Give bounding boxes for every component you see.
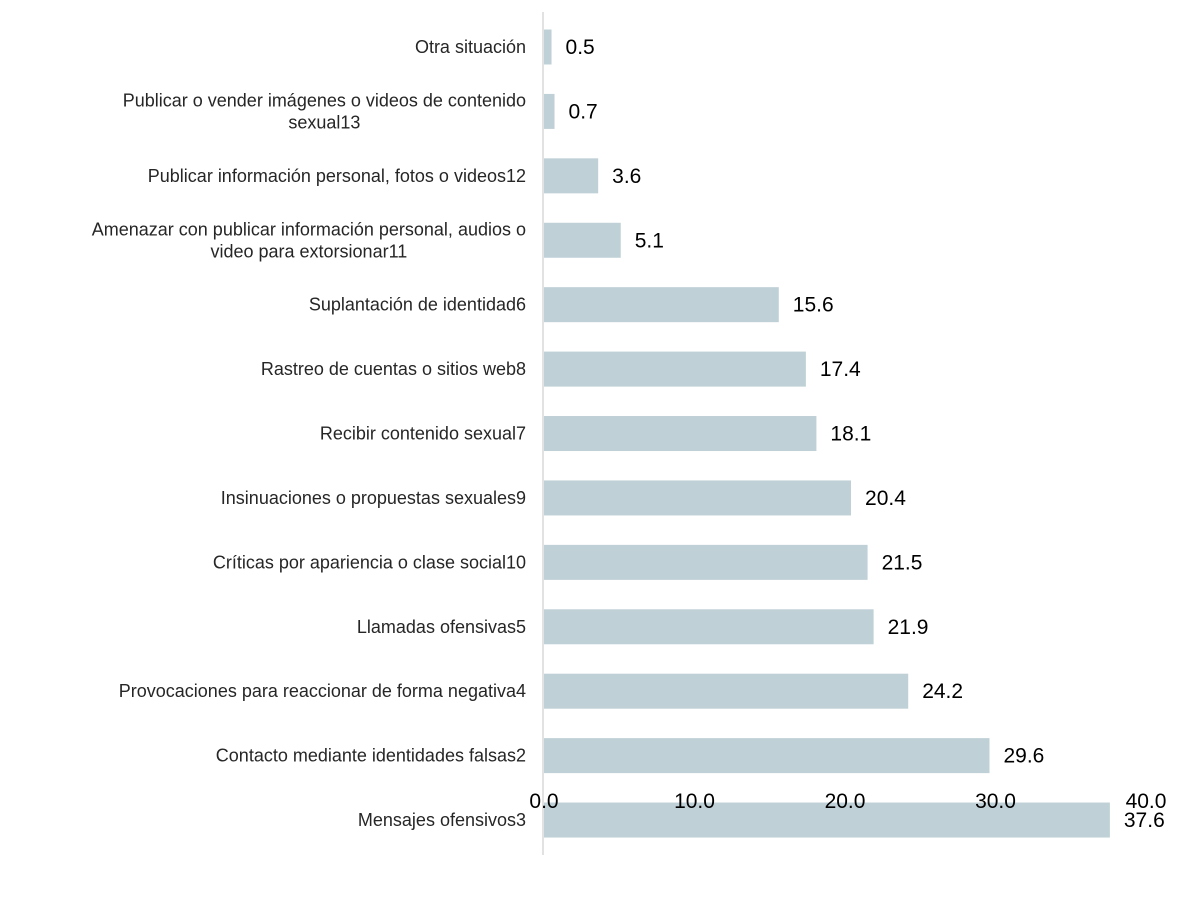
x-tick-label-1: 10.0 xyxy=(674,790,715,813)
value-label-5: 17.4 xyxy=(820,358,861,381)
bar-11 xyxy=(544,738,990,774)
value-label-7: 20.4 xyxy=(865,487,906,510)
bar-2 xyxy=(544,158,599,194)
category-label-5: Rastreo de cuentas o sitios web8 xyxy=(261,359,526,379)
value-label-1: 0.7 xyxy=(569,100,598,123)
bar-3 xyxy=(544,222,621,258)
bar-12 xyxy=(544,802,1110,838)
bar-8 xyxy=(544,544,868,580)
value-label-2: 3.6 xyxy=(612,165,641,188)
bar-5 xyxy=(544,351,806,387)
value-label-3: 5.1 xyxy=(635,229,664,252)
value-label-10: 24.2 xyxy=(922,680,963,703)
value-label-12: 37.6 xyxy=(1124,809,1165,832)
x-tick-label-3: 30.0 xyxy=(975,790,1016,813)
x-tick-label-0: 0.0 xyxy=(529,790,558,813)
bar-0 xyxy=(544,29,552,65)
value-label-11: 29.6 xyxy=(1003,745,1044,768)
category-label-3: Amenazar con publicar información person… xyxy=(92,219,526,261)
category-label-6: Recibir contenido sexual7 xyxy=(320,424,526,444)
category-label-4: Suplantación de identidad6 xyxy=(309,295,526,315)
category-label-1: Publicar o vender imágenes o videos de c… xyxy=(123,90,526,132)
value-labels-group: 0.5 0.7 3.6 5.1 15.6 17.4 18.1 20.4 21.5 21.9 24.2… xyxy=(566,36,1165,832)
value-label-6: 18.1 xyxy=(830,423,871,446)
category-label-2: Publicar información personal, fotos o v… xyxy=(148,166,526,186)
x-tick-label-2: 20.0 xyxy=(825,790,866,813)
x-tick-label-4: 40.0 xyxy=(1126,790,1167,813)
value-label-4: 15.6 xyxy=(793,294,834,317)
category-label-7: Insinuaciones o propuestas sexuales9 xyxy=(221,488,526,508)
value-label-8: 21.5 xyxy=(882,551,923,574)
category-label-10: Provocaciones para reaccionar de forma n… xyxy=(119,681,526,701)
bar-9 xyxy=(544,609,874,645)
value-label-9: 21.9 xyxy=(888,616,929,639)
category-label-8: Críticas por apariencia o clase social10 xyxy=(213,552,526,572)
category-labels-group: Otra situación Publicar o vender imágenes… xyxy=(92,37,526,830)
bars-group xyxy=(544,29,1110,838)
category-label-11: Contacto mediante identidades falsas2 xyxy=(216,746,526,766)
category-label-0: Otra situación xyxy=(415,37,526,57)
category-label-9: Llamadas ofensivas5 xyxy=(357,617,526,637)
category-label-12: Mensajes ofensivos3 xyxy=(358,810,526,830)
value-label-0: 0.5 xyxy=(566,36,595,59)
bar-10 xyxy=(544,673,909,709)
x-tick-labels-group: 0.0 10.0 20.0 30.0 40.0 xyxy=(529,790,1166,813)
bar-4 xyxy=(544,287,779,323)
bar-6 xyxy=(544,416,817,452)
bar-1 xyxy=(544,93,555,129)
bar-7 xyxy=(544,480,852,516)
